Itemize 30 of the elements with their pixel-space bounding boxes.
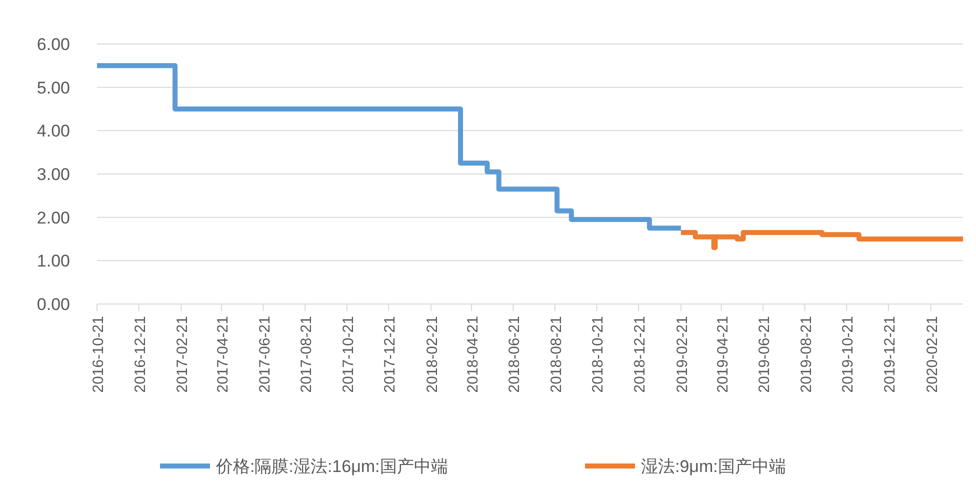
x-tick-label: 2017-06-21 <box>256 316 274 393</box>
x-tick-label: 2018-08-21 <box>548 316 565 393</box>
x-tick-label: 2019-10-21 <box>840 316 857 393</box>
x-tick-label: 2019-12-21 <box>881 316 898 393</box>
x-tick-label: 2018-02-21 <box>424 316 442 393</box>
x-tick-label: 2016-10-21 <box>90 316 107 393</box>
y-tick-label: 4.00 <box>36 122 70 141</box>
x-tick-label: 2018-10-21 <box>590 316 607 393</box>
y-tick-label: 3.00 <box>36 165 70 184</box>
x-tick-label: 2019-08-21 <box>798 316 815 393</box>
legend-label: 湿法:9μm:国产中端 <box>641 457 786 476</box>
x-tick-label: 2018-06-21 <box>506 316 524 393</box>
x-tick-label: 2017-12-21 <box>382 316 399 393</box>
legend-label: 价格:隔膜:湿法:16μm:国产中端 <box>215 457 448 476</box>
x-tick-label: 2018-04-21 <box>464 316 482 393</box>
x-tick-label: 2019-02-21 <box>674 316 691 393</box>
y-tick-label: 0.00 <box>36 295 70 314</box>
x-tick-label: 2020-02-21 <box>924 316 941 393</box>
y-tick-label: 5.00 <box>36 78 70 98</box>
x-tick-label: 2018-12-21 <box>632 316 649 393</box>
y-tick-label: 2.00 <box>36 208 70 228</box>
x-tick-label: 2019-06-21 <box>756 316 774 393</box>
x-tick-label: 2017-08-21 <box>298 316 316 393</box>
x-tick-label: 2017-04-21 <box>214 316 232 393</box>
x-tick-label: 2016-12-21 <box>132 316 149 393</box>
x-tick-label: 2017-02-21 <box>174 316 192 393</box>
x-tick-label: 2017-10-21 <box>340 316 357 393</box>
y-tick-label: 1.00 <box>36 252 70 271</box>
x-tick-label: 2019-04-21 <box>714 316 732 393</box>
y-tick-label: 6.00 <box>36 35 70 54</box>
